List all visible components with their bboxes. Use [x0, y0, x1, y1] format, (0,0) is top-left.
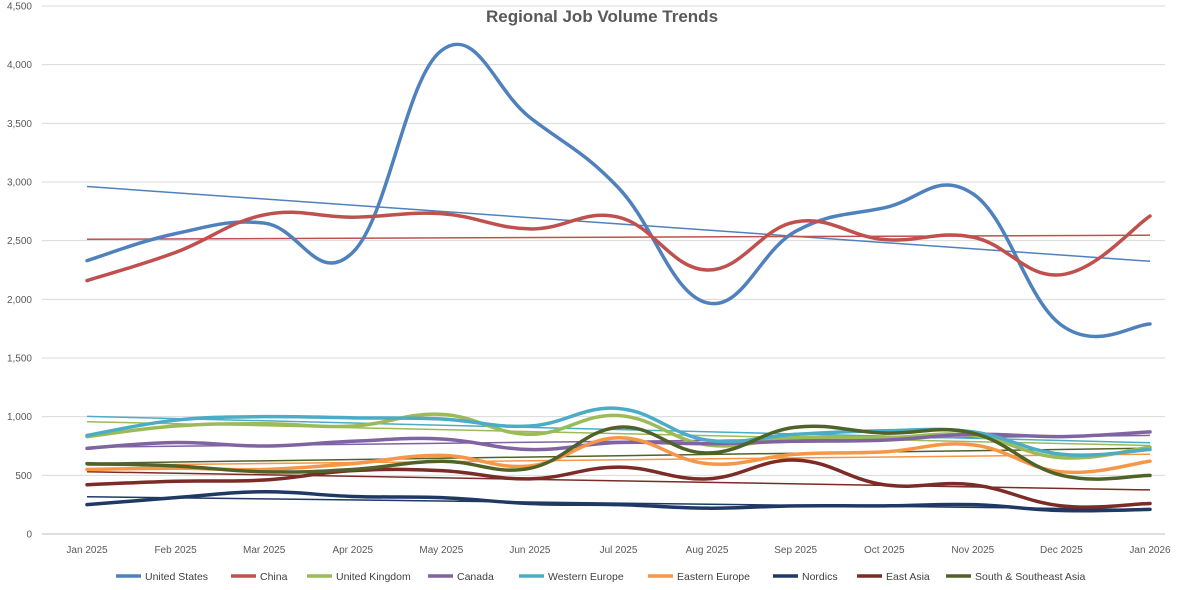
x-tick-label: Apr 2025 [332, 545, 373, 556]
y-tick-label: 500 [15, 471, 32, 482]
series-line-east-asia [85, 458, 1152, 509]
x-tick-label: Jul 2025 [600, 545, 638, 556]
y-tick-label: 2,500 [7, 236, 32, 247]
y-tick-label: 4,500 [7, 2, 32, 13]
chart-title: Regional Job Volume Trends [486, 7, 718, 26]
series-line-south-southeast-asia [85, 424, 1152, 481]
trendline [86, 453, 1151, 467]
y-tick-label: 3,000 [7, 178, 32, 189]
series-line-nordics [85, 490, 1152, 513]
x-tick-label: Aug 2025 [686, 545, 729, 556]
trendline [86, 420, 1151, 447]
y-tick-label: 0 [26, 530, 32, 541]
legend-label-canada: Canada [457, 571, 494, 583]
trendline [86, 234, 1151, 241]
x-tick-label: Jan 2026 [1129, 545, 1171, 556]
series-lines [85, 42, 1152, 513]
y-tick-label: 3,500 [7, 119, 32, 130]
x-tick-label: Feb 2025 [154, 545, 197, 556]
legend-label-south-southeast-asia: South & Southeast Asia [975, 571, 1085, 583]
x-axis-ticks: Jan 2025 Feb 2025 Mar 2025 Apr 2025 May 2025… [66, 545, 1171, 556]
x-tick-label: May 2025 [419, 545, 463, 556]
x-tick-label: Oct 2025 [864, 545, 905, 556]
series-line-china [85, 210, 1152, 283]
x-tick-label: Mar 2025 [243, 545, 286, 556]
legend-label-western-europe: Western Europe [548, 571, 624, 583]
legend: United States China United Kingdom Canada We… [116, 571, 1085, 583]
legend-label-united-states: United States [145, 571, 208, 583]
trendlines [86, 185, 1151, 511]
y-tick-label: 2,000 [7, 295, 32, 306]
series-line-united-states [85, 42, 1152, 339]
trendline [86, 447, 1151, 465]
trendline [86, 415, 1151, 444]
x-tick-label: Dec 2025 [1040, 545, 1083, 556]
x-tick-label: Nov 2025 [951, 545, 994, 556]
trendline [86, 185, 1151, 262]
x-tick-label: Jun 2025 [509, 545, 551, 556]
y-tick-label: 4,000 [7, 60, 32, 71]
y-tick-label: 1,500 [7, 354, 32, 365]
y-axis-ticks: 0 500 1,000 1,500 2,000 2,500 3,000 3,500 4,000 4… [7, 2, 32, 541]
legend-label-nordics: Nordics [802, 571, 838, 583]
y-tick-label: 1,000 [7, 412, 32, 423]
legend-label-united-kingdom: United Kingdom [336, 571, 411, 583]
series-line-eastern-europe [85, 436, 1152, 475]
legend-label-east-asia: East Asia [886, 571, 930, 583]
legend-label-eastern-europe: Eastern Europe [677, 571, 750, 583]
trendline [86, 470, 1151, 491]
x-tick-label: Sep 2025 [774, 545, 817, 556]
gridlines [42, 5, 1165, 535]
legend-label-china: China [260, 571, 288, 583]
x-tick-label: Jan 2025 [66, 545, 108, 556]
